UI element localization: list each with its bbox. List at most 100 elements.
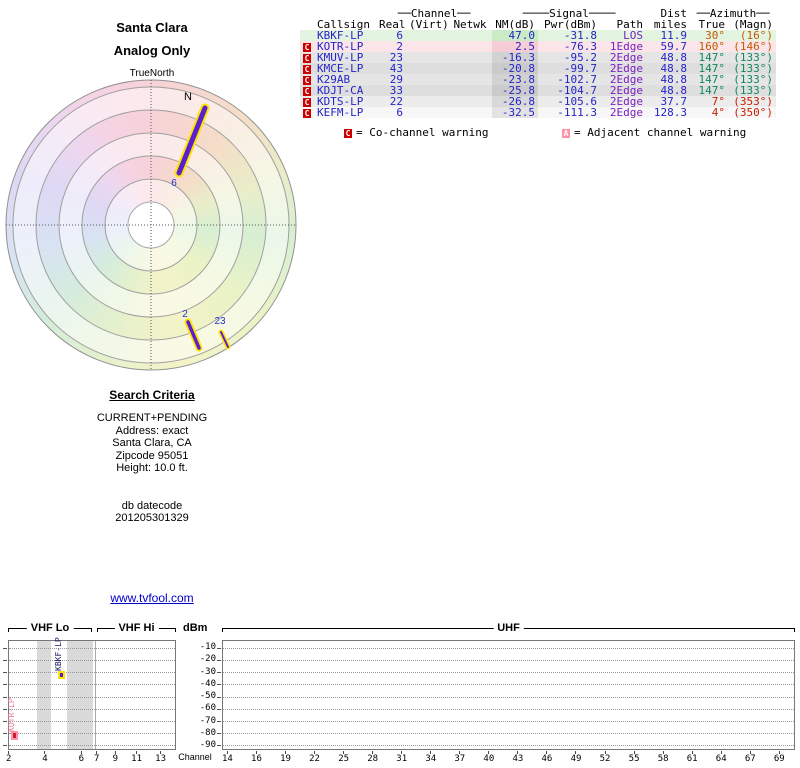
dbm-tick: -30 bbox=[199, 666, 216, 677]
table-row: C KMCE-LP 43 -20.8 -99.7 2Edge 48.8 147°… bbox=[300, 63, 777, 74]
cell-nm: -25.8 bbox=[492, 85, 539, 96]
channel-shade-band bbox=[37, 641, 51, 749]
gridline bbox=[3, 660, 175, 662]
gridline bbox=[3, 720, 175, 722]
criteria-line: Santa Clara, CA bbox=[112, 437, 192, 449]
cell-path: 1Edge bbox=[609, 41, 644, 52]
cell-azimuth-true: 160° bbox=[698, 41, 726, 52]
channel-tick: 22 bbox=[309, 751, 320, 764]
cell-miles: 48.8 bbox=[660, 74, 688, 85]
table-row: C KDJT-CA 33 -25.8 -104.7 2Edge 48.8 147… bbox=[300, 85, 777, 96]
cell-callsign: KMCE-LP bbox=[317, 63, 364, 74]
criteria-line: Zipcode 95051 bbox=[115, 449, 189, 462]
cell-path: 2Edge bbox=[609, 85, 644, 96]
col-true: True bbox=[698, 19, 726, 30]
gridline bbox=[217, 732, 794, 734]
cell-azimuth-true: 4° bbox=[711, 107, 726, 118]
col-callsign: Callsign bbox=[317, 19, 370, 30]
channel-tick: 69 bbox=[774, 751, 785, 764]
gridline bbox=[217, 684, 794, 686]
cell-nm: -23.8 bbox=[492, 74, 539, 85]
true-north-label: TrueNorth bbox=[129, 68, 175, 79]
cell-nm: -32.5 bbox=[492, 107, 539, 118]
channel-tick: 34 bbox=[425, 751, 436, 764]
uhf-plot-area bbox=[217, 640, 795, 750]
cell-path: 2Edge bbox=[609, 52, 644, 63]
signal-bar-kotr bbox=[11, 731, 18, 740]
cell-real-channel: 6 bbox=[396, 30, 403, 41]
cell-nm: 47.0 bbox=[492, 30, 539, 41]
channel-tick: 6 bbox=[79, 751, 84, 764]
table-column-header-row: Callsign Real (Virt) Netwk NM(dB) Pwr(dB… bbox=[300, 19, 776, 30]
criteria-line: Height: 10.0 ft. bbox=[116, 462, 188, 474]
cell-miles: 48.8 bbox=[660, 85, 688, 96]
table-row: C K29AB 29 -23.8 -102.7 2Edge 48.8 147° … bbox=[300, 74, 777, 85]
uhf-gridlines bbox=[217, 648, 794, 746]
cell-real-channel: 2 bbox=[396, 41, 403, 52]
table-row: KBKF-LP 6 47.0 -31.8 LOS 11.9 30° (16°) bbox=[300, 30, 777, 41]
cell-callsign: KEFM-LP bbox=[317, 107, 364, 118]
cell-real-channel: 22 bbox=[389, 96, 403, 107]
vhf-plot-area bbox=[3, 640, 176, 750]
cell-azimuth-magn: (133°) bbox=[733, 74, 774, 85]
channel-tick: 4 bbox=[42, 751, 47, 764]
group-header-dist: Dist bbox=[660, 8, 688, 19]
marker-label-ch2: 2 bbox=[182, 309, 188, 320]
channel-tick: 16 bbox=[251, 751, 262, 764]
signal-line-kotr bbox=[184, 318, 203, 352]
cell-real-channel: 6 bbox=[396, 107, 403, 118]
channel-tick: 11 bbox=[131, 751, 142, 764]
station-table: ──Channel── ────Signal──── Dist ──Azimut… bbox=[300, 8, 777, 118]
table-row: C KDTS-LP 22 -26.8 -105.6 2Edge 37.7 7° … bbox=[300, 96, 777, 107]
channel-tick: 19 bbox=[280, 751, 291, 764]
marker-label-ch23: 23 bbox=[214, 316, 226, 327]
group-header-signal: ────Signal──── bbox=[522, 8, 616, 19]
cell-callsign: KBKF-LP bbox=[317, 30, 364, 41]
gridline bbox=[217, 696, 794, 698]
criteria-title: Search Criteria bbox=[109, 388, 195, 402]
cell-azimuth-magn: (146°) bbox=[733, 41, 774, 52]
channel-tick: 14 bbox=[222, 751, 233, 764]
cell-real-channel: 23 bbox=[389, 52, 403, 63]
marker-label-ch6: 6 bbox=[171, 178, 177, 189]
signal-bar-kbkf bbox=[58, 671, 65, 679]
vhf-gridlines bbox=[3, 648, 175, 746]
gridline bbox=[3, 696, 175, 698]
cell-callsign: KMUV-LP bbox=[317, 52, 364, 63]
channel-tick: 37 bbox=[454, 751, 465, 764]
radar-title: Santa Clara bbox=[116, 20, 188, 35]
tvfool-link[interactable]: www.tvfool.com bbox=[110, 591, 194, 605]
channel-tick: 28 bbox=[367, 751, 378, 764]
signal-label-kotr: KOTR-LP bbox=[7, 698, 16, 732]
warning-badge: C bbox=[303, 64, 311, 74]
cell-pwr: -99.7 bbox=[563, 63, 598, 74]
cell-real-channel: 43 bbox=[389, 63, 403, 74]
group-header-azimuth: ──Azimuth── bbox=[696, 8, 770, 19]
criteria-line: db datecode bbox=[121, 499, 183, 512]
dbm-tick: -80 bbox=[199, 727, 216, 738]
cell-miles: 37.7 bbox=[660, 96, 688, 107]
vhf-hi-label: VHF Hi bbox=[114, 622, 159, 634]
gridline bbox=[217, 708, 794, 710]
col-pwr: Pwr(dBm) bbox=[544, 19, 598, 30]
criteria-line: 201205301329 bbox=[115, 512, 189, 524]
cell-azimuth-magn: (350°) bbox=[733, 107, 774, 118]
cell-nm: -26.8 bbox=[492, 96, 539, 107]
table-row: C KOTR-LP 2 2.5 -76.3 1Edge 59.7 160° (1… bbox=[300, 41, 777, 52]
cell-miles: 48.8 bbox=[660, 63, 688, 74]
gridline bbox=[3, 672, 175, 674]
co-channel-text: = Co-channel warning bbox=[356, 126, 489, 139]
table-row: C KEFM-LP 6 -32.5 -111.3 2Edge 128.3 4° … bbox=[300, 107, 777, 118]
cell-azimuth-true: 147° bbox=[698, 52, 726, 63]
search-criteria: Search Criteria CURRENT+PENDING Address: … bbox=[52, 388, 252, 525]
adjacent-channel-legend: A = Adjacent channel warning bbox=[562, 126, 746, 139]
compass-n-label: N bbox=[184, 91, 192, 103]
gridline bbox=[3, 708, 175, 710]
gridline bbox=[217, 648, 794, 649]
cell-nm: -16.3 bbox=[492, 52, 539, 63]
dbm-tick: -90 bbox=[199, 740, 216, 750]
col-magn: (Magn) bbox=[733, 19, 774, 30]
criteria-line: Address: exact bbox=[115, 424, 189, 437]
